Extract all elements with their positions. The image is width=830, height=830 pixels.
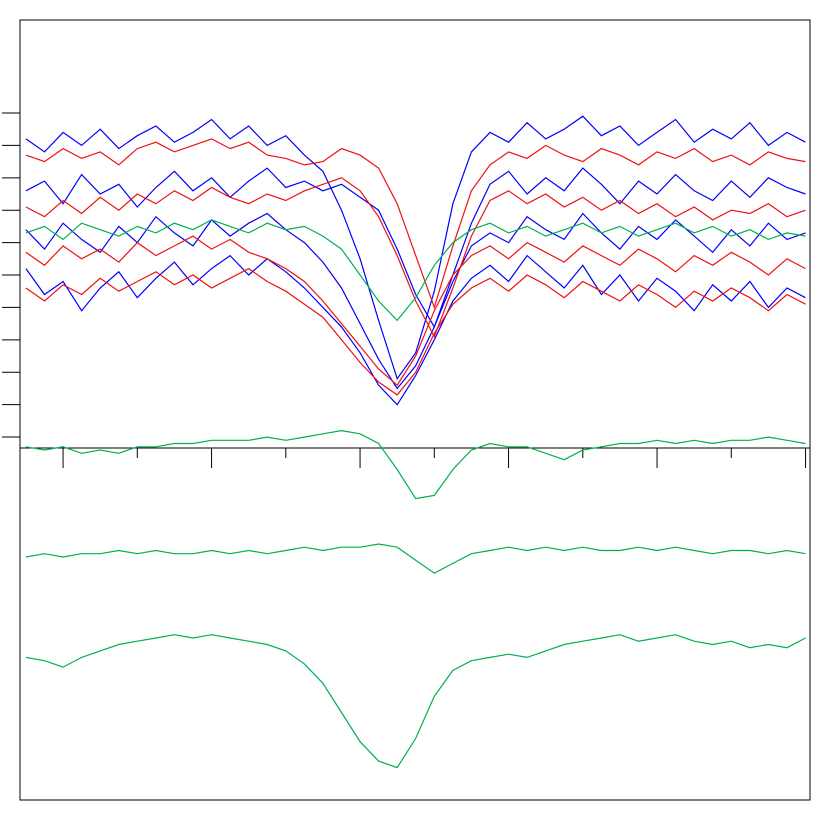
series-line [25, 177, 806, 339]
series-line [25, 634, 806, 769]
series-line [25, 254, 806, 406]
series-line [25, 429, 806, 500]
series-line [25, 235, 806, 387]
plot-frame [19, 19, 811, 801]
series-line [25, 167, 806, 329]
series-line [25, 219, 806, 322]
series-line [25, 212, 806, 390]
series-line [25, 138, 806, 310]
series-line [25, 115, 806, 381]
series-line [25, 267, 806, 396]
series-line [25, 543, 806, 574]
